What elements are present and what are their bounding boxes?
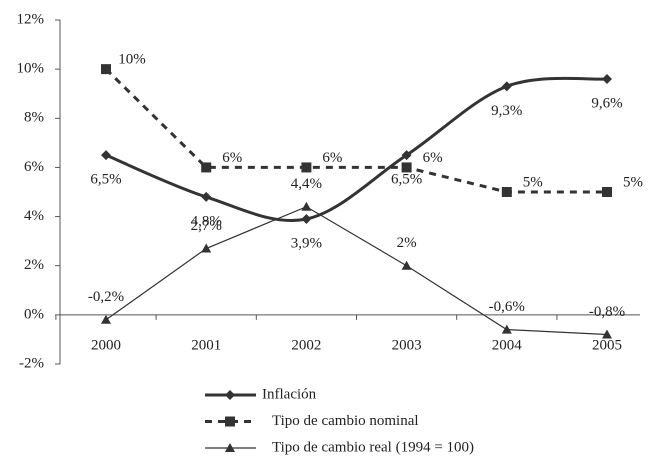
- legend-marker: [225, 416, 235, 427]
- data-label: 6%: [423, 150, 443, 166]
- legend-label: Tipo de cambio real (1994 = 100): [272, 439, 474, 455]
- data-label: 6%: [322, 150, 342, 166]
- data-point: [602, 73, 612, 84]
- legend-marker: [225, 390, 235, 400]
- x-tick-label: 2002: [291, 337, 321, 353]
- y-tick-label: 12%: [17, 11, 45, 27]
- y-tick-label: -2%: [19, 355, 44, 371]
- data-label: 9,6%: [591, 95, 622, 111]
- data-point: [101, 64, 111, 75]
- series-line: [105, 206, 608, 336]
- data-label: 5%: [623, 174, 643, 190]
- y-tick-label: 2%: [24, 257, 44, 273]
- data-label: 2%: [397, 235, 417, 251]
- data-point: [301, 201, 312, 211]
- data-point: [401, 150, 412, 161]
- data-label: -0,6%: [489, 299, 525, 315]
- x-tick-label: 2004: [492, 337, 523, 353]
- data-label: 9,3%: [491, 103, 522, 119]
- series-line: [105, 76, 608, 223]
- data-label: 4,8%: [191, 213, 222, 229]
- y-tick-label: 0%: [24, 306, 44, 322]
- data-label: 6,5%: [90, 172, 121, 188]
- legend-label: Inflación: [262, 386, 317, 402]
- data-label: 3,9%: [291, 235, 322, 251]
- data-label: 6%: [222, 150, 242, 166]
- data-label: 10%: [118, 52, 146, 68]
- data-point: [501, 324, 512, 334]
- data-point: [602, 329, 612, 339]
- data-point: [201, 191, 212, 202]
- data-point: [201, 162, 212, 173]
- x-tick-label: 2000: [91, 337, 121, 353]
- x-tick-label: 2003: [392, 337, 422, 353]
- data-point: [101, 150, 111, 161]
- data-label: 6,5%: [391, 172, 422, 188]
- data-point: [301, 162, 312, 173]
- x-tick-label: 2005: [592, 337, 622, 353]
- data-point: [401, 260, 412, 270]
- data-point: [301, 214, 312, 225]
- y-tick-label: 8%: [24, 110, 44, 126]
- data-point: [201, 243, 212, 253]
- data-label: -0,2%: [88, 289, 124, 305]
- data-label: -0,8%: [589, 304, 625, 320]
- y-tick-label: 4%: [24, 208, 44, 224]
- data-point: [501, 187, 512, 197]
- data-point: [101, 314, 111, 324]
- series-line: [104, 68, 607, 194]
- legend-label: Tipo de cambio nominal: [272, 413, 419, 429]
- x-tick-label: 2001: [191, 337, 221, 353]
- data-point: [401, 162, 412, 173]
- y-tick-label: 6%: [24, 159, 44, 175]
- y-tick-label: 10%: [17, 61, 45, 77]
- data-label: 2,7%: [191, 218, 222, 234]
- data-point: [501, 81, 512, 92]
- data-label: 5%: [523, 174, 543, 190]
- legend-marker: [225, 443, 235, 452]
- data-point: [602, 187, 612, 197]
- data-label: 4,4%: [291, 176, 322, 192]
